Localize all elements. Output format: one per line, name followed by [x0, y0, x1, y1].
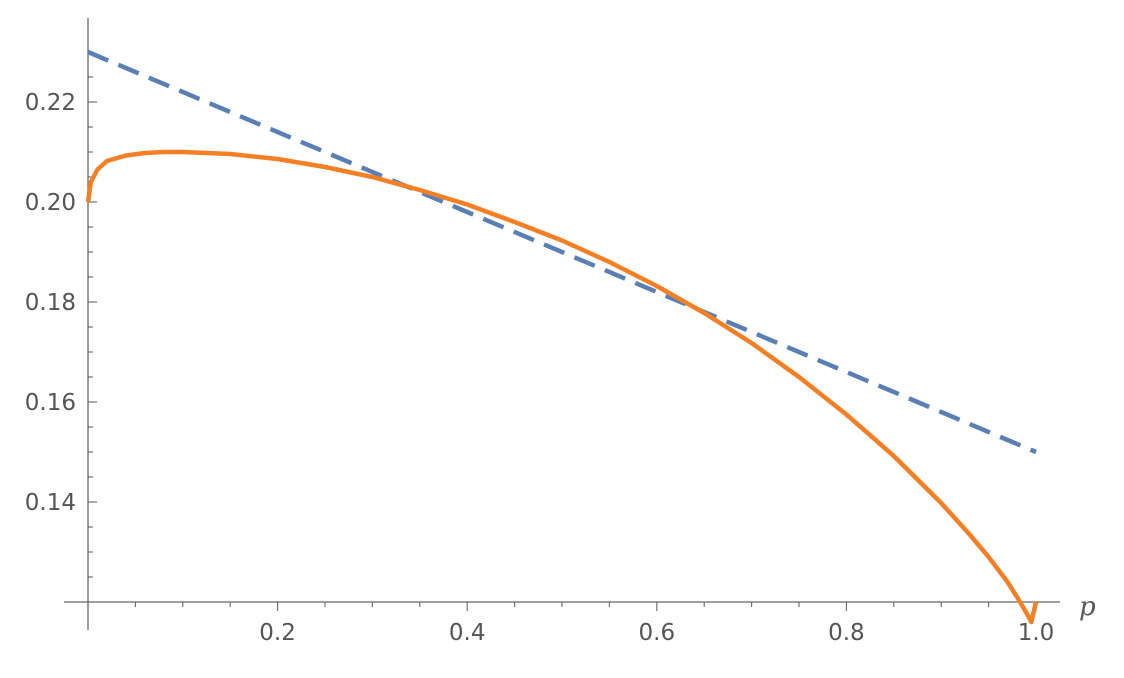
solid-series-line: [85, 149, 1039, 625]
x-tick-label: 0.8: [828, 620, 865, 646]
x-tick-label: 0.4: [449, 620, 486, 646]
y-tick-label: 0.20: [25, 190, 76, 216]
axes: 0.2 0.4 0.6 0.8 1.0 0.14 0.16 0.18 0.20 0.22: [25, 18, 1060, 646]
x-axis-label: p: [1079, 592, 1096, 622]
dashed-series-line: [87, 49, 1037, 455]
y-tick-label: 0.22: [25, 90, 76, 116]
x-tick-label: 0.6: [639, 620, 676, 646]
y-tick-label: 0.16: [25, 390, 76, 416]
x-tick-label: 0.2: [259, 620, 296, 646]
series-layer: [85, 49, 1039, 625]
y-tick-label: 0.18: [25, 290, 76, 316]
y-tick-label: 0.14: [25, 490, 76, 516]
x-tick-label: 1.0: [1018, 620, 1055, 646]
